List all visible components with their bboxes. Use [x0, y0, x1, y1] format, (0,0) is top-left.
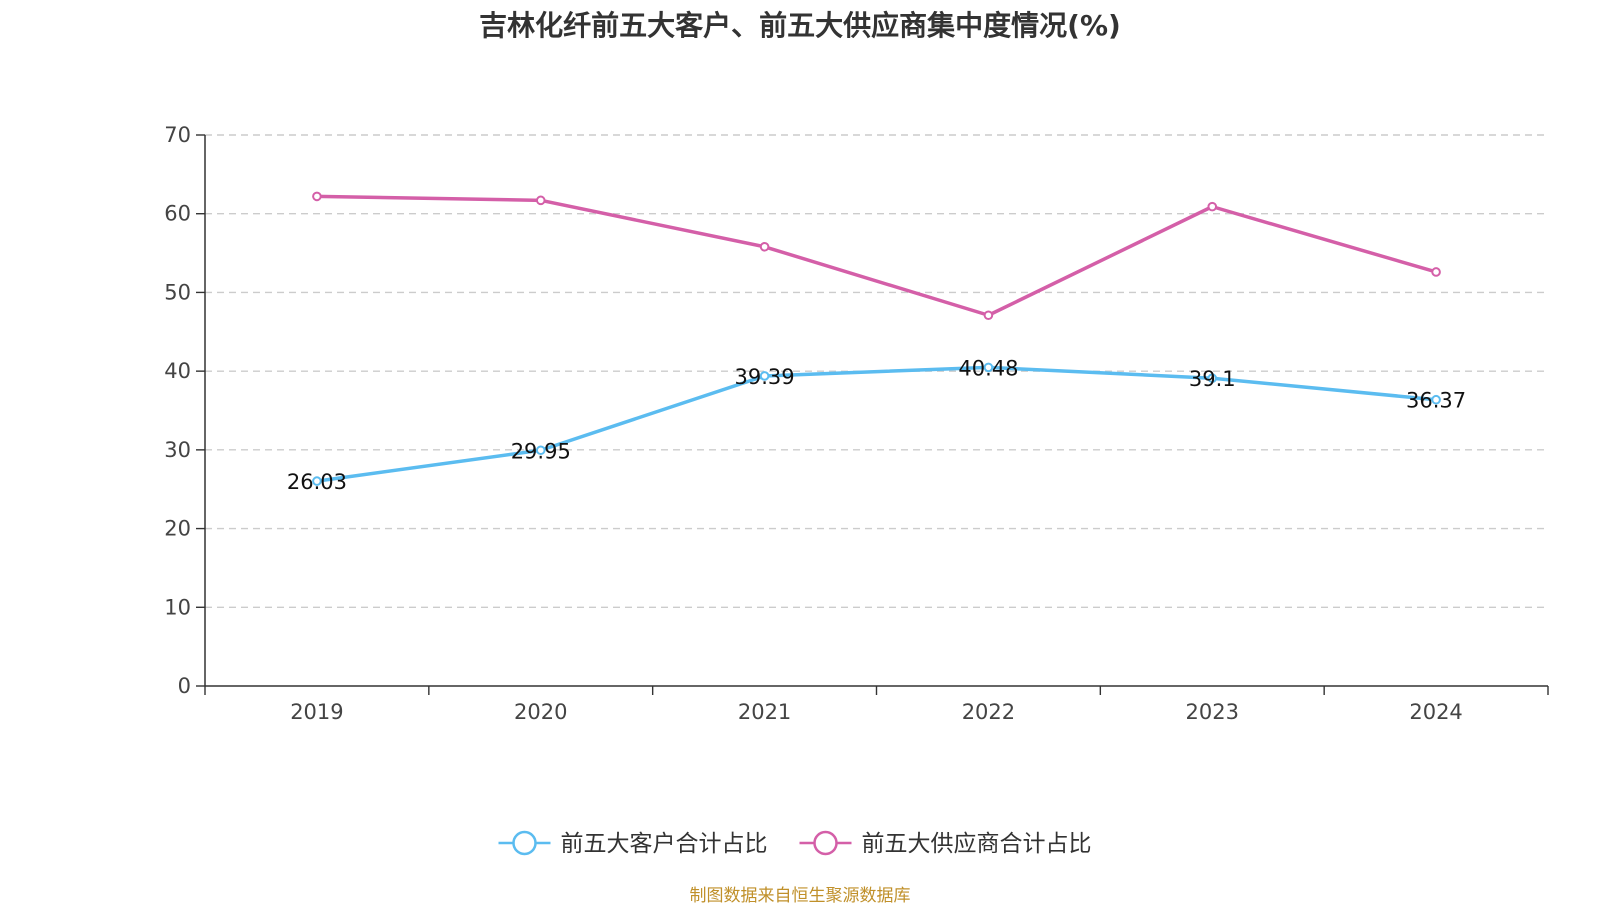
data-point: [535, 195, 546, 206]
data-label: 39.39: [735, 365, 795, 389]
chart-title: 吉林化纤前五大客户、前五大供应商集中度情况(%): [479, 9, 1121, 42]
legend[interactable]: 前五大客户合计占比 前五大供应商合计占比: [498, 830, 1092, 857]
x-tick-label: 2020: [514, 700, 567, 724]
data-point: [983, 310, 994, 321]
legend-label: 前五大客户合计占比: [561, 831, 768, 857]
data-point: [1431, 267, 1441, 277]
y-tick-label: 30: [164, 438, 191, 462]
y-tick-label: 70: [164, 123, 191, 147]
data-label: 26.03: [287, 470, 347, 494]
data-label: 39.1: [1189, 367, 1236, 391]
grid-lines: [205, 134, 1548, 608]
legend-label: 前五大供应商合计占比: [862, 831, 1092, 857]
data-point: [1207, 201, 1218, 212]
x-tick-label: 2019: [290, 700, 343, 724]
series-line: [316, 194, 1437, 318]
series-line: [316, 365, 1437, 483]
data-point: [1207, 373, 1218, 384]
series-lines: [312, 191, 1441, 486]
y-tick-label: 0: [178, 674, 191, 698]
data-point: [312, 476, 322, 486]
data-labels: 26.03 29.95 39.39 40.48 39.1 36.37: [287, 356, 1466, 494]
data-point: [312, 191, 322, 202]
legend-item[interactable]: 前五大供应商合计占比: [799, 830, 1092, 857]
data-point: [535, 445, 546, 456]
data-point: [1431, 394, 1441, 405]
axes: 0 10 20 30 40 50 60 70 2019 2020 2021 2022 2023 2024: [164, 123, 1549, 724]
x-tick-label: 2023: [1186, 700, 1239, 724]
data-point: [983, 362, 994, 373]
data-label: 40.48: [958, 356, 1018, 380]
legend-marker: [813, 830, 838, 856]
x-tick-label: 2024: [1409, 700, 1462, 724]
y-tick-label: 20: [164, 517, 191, 541]
legend-marker: [512, 830, 537, 856]
x-tick-label: 2022: [962, 700, 1015, 724]
data-label: 36.37: [1406, 389, 1466, 413]
y-tick-label: 40: [164, 359, 191, 383]
x-tick-label: 2021: [738, 700, 791, 724]
y-tick-label: 60: [164, 202, 191, 226]
data-label: 29.95: [511, 439, 571, 463]
source-note: 制图数据来自恒生聚源数据库: [689, 886, 911, 906]
data-point: [759, 371, 770, 381]
data-point: [759, 241, 770, 252]
y-tick-label: 50: [164, 280, 191, 304]
y-tick-label: 10: [164, 595, 191, 619]
legend-item[interactable]: 前五大客户合计占比: [498, 830, 768, 857]
